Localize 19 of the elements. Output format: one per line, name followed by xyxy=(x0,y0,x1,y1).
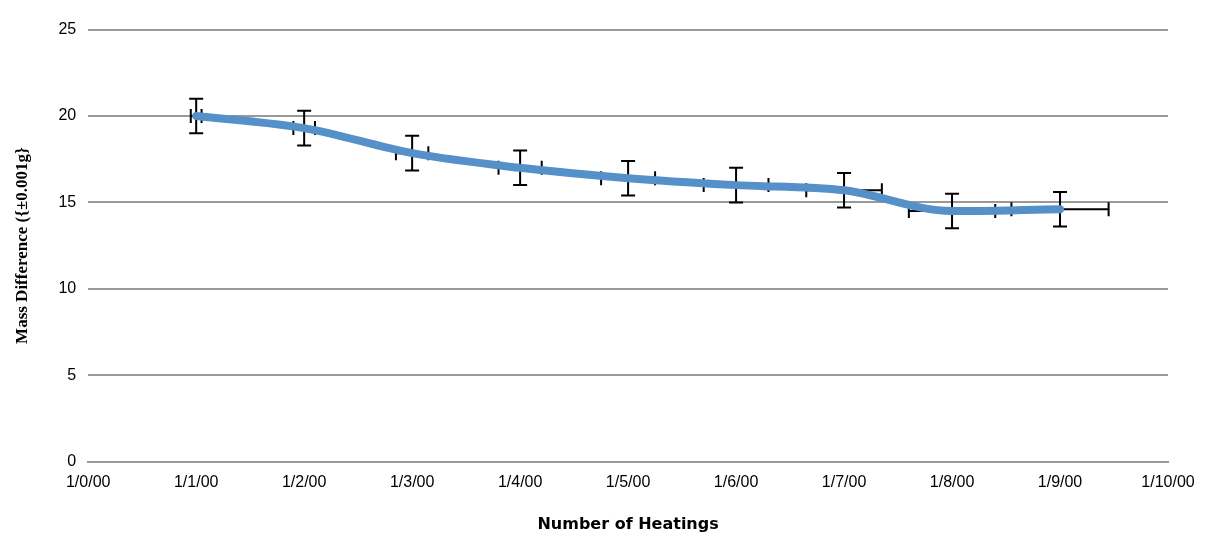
x-tick-label: 1/7/00 xyxy=(821,472,867,490)
x-tick-label: 1/6/00 xyxy=(713,472,759,490)
y-tick-label: 15 xyxy=(58,192,77,210)
y-axis-title: Mass Difference ({±0.001g} xyxy=(11,147,31,344)
x-tick-label: 1/5/00 xyxy=(605,472,651,490)
x-tick-label: 1/0/00 xyxy=(65,472,111,490)
y-tick-label: 5 xyxy=(67,365,77,383)
y-tick-label: 25 xyxy=(58,20,77,38)
x-tick-label: 1/4/00 xyxy=(497,472,543,490)
y-tick-label: 20 xyxy=(58,106,77,124)
x-tick-label: 1/2/00 xyxy=(281,472,327,490)
x-axis-title: Number of Heatings xyxy=(537,513,719,533)
y-tick-label: 10 xyxy=(58,279,77,297)
x-tick-label: 1/1/00 xyxy=(173,472,219,490)
x-tick-label: 1/9/00 xyxy=(1037,472,1083,490)
x-tick-label: 1/3/00 xyxy=(389,472,435,490)
x-tick-label: 1/10/00 xyxy=(1141,472,1195,490)
x-tick-label: 1/8/00 xyxy=(929,472,975,490)
y-tick-label: 0 xyxy=(67,452,77,470)
